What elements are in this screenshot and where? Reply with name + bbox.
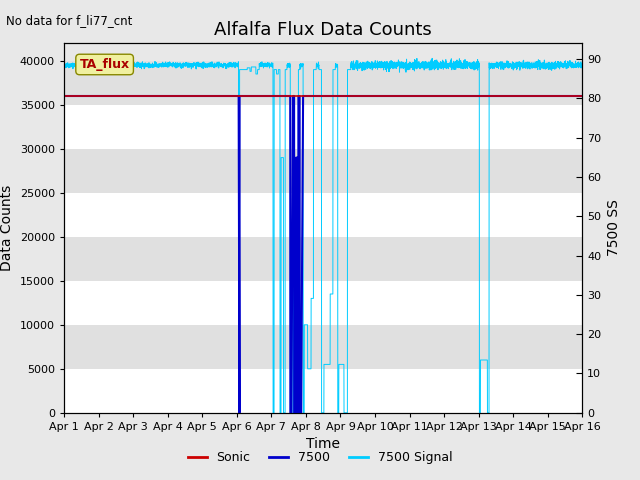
Legend: Sonic, 7500, 7500 Signal: Sonic, 7500, 7500 Signal — [183, 446, 457, 469]
Bar — [64, 237, 582, 281]
Bar — [64, 369, 582, 413]
X-axis label: Time: Time — [306, 437, 340, 451]
Bar — [64, 61, 582, 105]
Y-axis label: 7500 SS: 7500 SS — [607, 200, 621, 256]
Bar — [64, 325, 582, 369]
Title: Alfalfa Flux Data Counts: Alfalfa Flux Data Counts — [214, 21, 432, 39]
Text: TA_flux: TA_flux — [79, 58, 130, 71]
Text: No data for f_li77_cnt: No data for f_li77_cnt — [6, 14, 132, 27]
Bar — [64, 281, 582, 325]
Bar — [64, 105, 582, 149]
Y-axis label: Data Counts: Data Counts — [0, 185, 14, 271]
Bar — [64, 193, 582, 237]
Bar — [64, 149, 582, 193]
